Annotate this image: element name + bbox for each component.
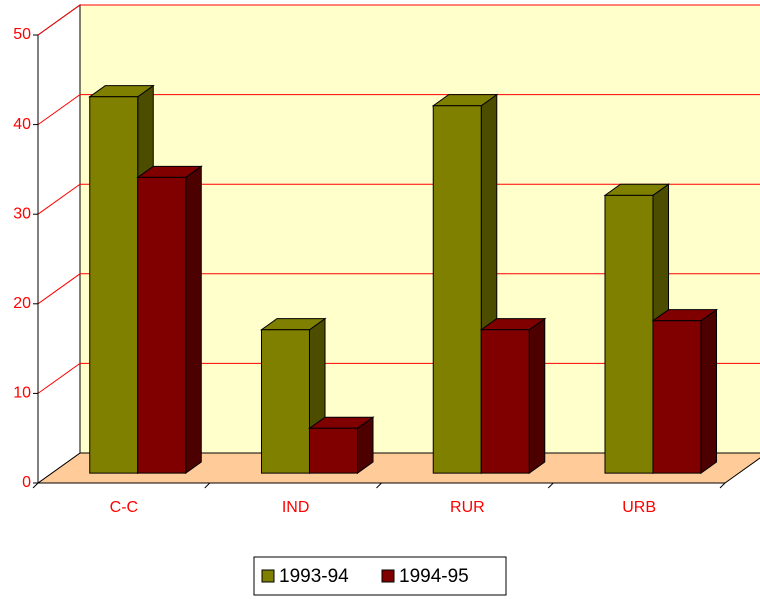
grid-line [37, 94, 760, 126]
grid-line [37, 4, 760, 36]
bar [480, 329, 530, 474]
x-tick-label: C-C [110, 499, 138, 516]
y-tick-label: 50 [13, 26, 31, 43]
bar-side [528, 317, 546, 475]
y-tick-label: 0 [22, 474, 31, 491]
y-tick-label: 30 [13, 205, 31, 222]
bar [260, 329, 310, 474]
y-tick-label: 10 [13, 385, 31, 402]
x-tick [32, 482, 39, 489]
y-tick-label: 40 [13, 116, 31, 133]
bar-side [185, 165, 202, 475]
x-tick [547, 482, 554, 489]
grid-line [37, 183, 760, 215]
legend-marker [381, 569, 395, 583]
bar [308, 427, 358, 474]
y-tick-label: 20 [13, 295, 31, 312]
bar-side [700, 308, 718, 475]
grid-line [37, 273, 760, 305]
bar [137, 176, 187, 474]
x-tick-label: IND [282, 499, 310, 516]
bar [652, 320, 702, 474]
bar [89, 96, 139, 474]
x-tick [376, 482, 382, 489]
x-tick [204, 482, 211, 489]
x-tick-label: RUR [450, 499, 485, 516]
side-wall [37, 4, 81, 484]
legend-label: 1993-94 [279, 566, 349, 587]
legend-box [253, 556, 507, 596]
x-tick [719, 482, 726, 489]
bar [604, 194, 654, 474]
legend-marker [261, 569, 275, 583]
bar [432, 105, 482, 474]
x-tick-label: URB [622, 499, 656, 516]
legend-label: 1994-95 [399, 566, 469, 587]
